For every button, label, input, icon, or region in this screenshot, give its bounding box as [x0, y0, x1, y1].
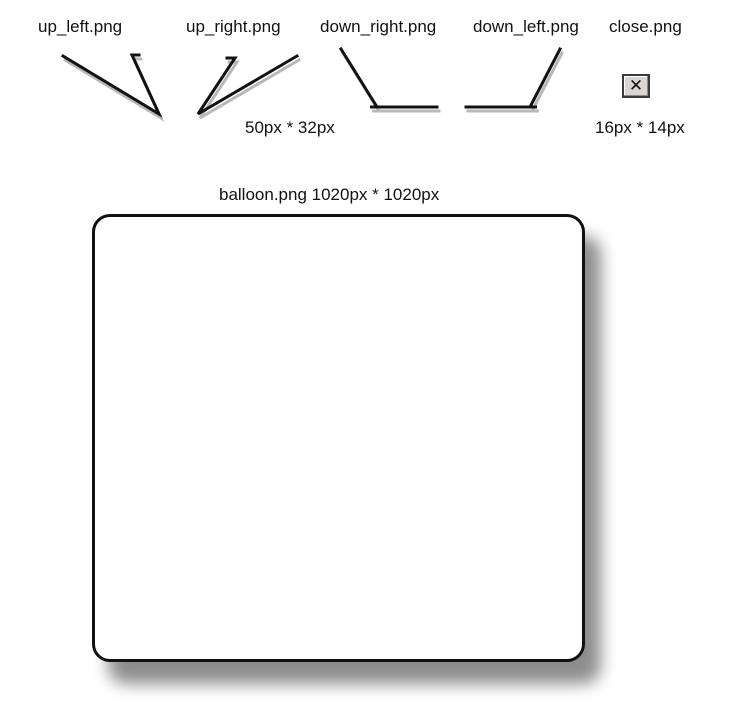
up-right-label: up_right.png — [186, 17, 281, 36]
close-label: close.png — [609, 17, 682, 36]
balloon-box — [92, 214, 585, 662]
down-right-label: down_right.png — [320, 17, 437, 36]
balloon-label: balloon.png 1020px * 1020px — [219, 185, 440, 204]
up-left-label: up_left.png — [38, 17, 123, 36]
up-left-arrow-icon — [58, 52, 168, 122]
close-size-label: 16px * 14px — [595, 118, 685, 137]
down-left-label: down_left.png — [473, 17, 579, 36]
down-right-arrow-icon — [338, 45, 448, 115]
up-right-arrow-icon — [190, 52, 302, 122]
down-left-arrow-icon — [463, 45, 573, 115]
close-icon[interactable]: ✕ — [622, 74, 650, 98]
arrow-size-label: 50px * 32px — [245, 118, 335, 137]
